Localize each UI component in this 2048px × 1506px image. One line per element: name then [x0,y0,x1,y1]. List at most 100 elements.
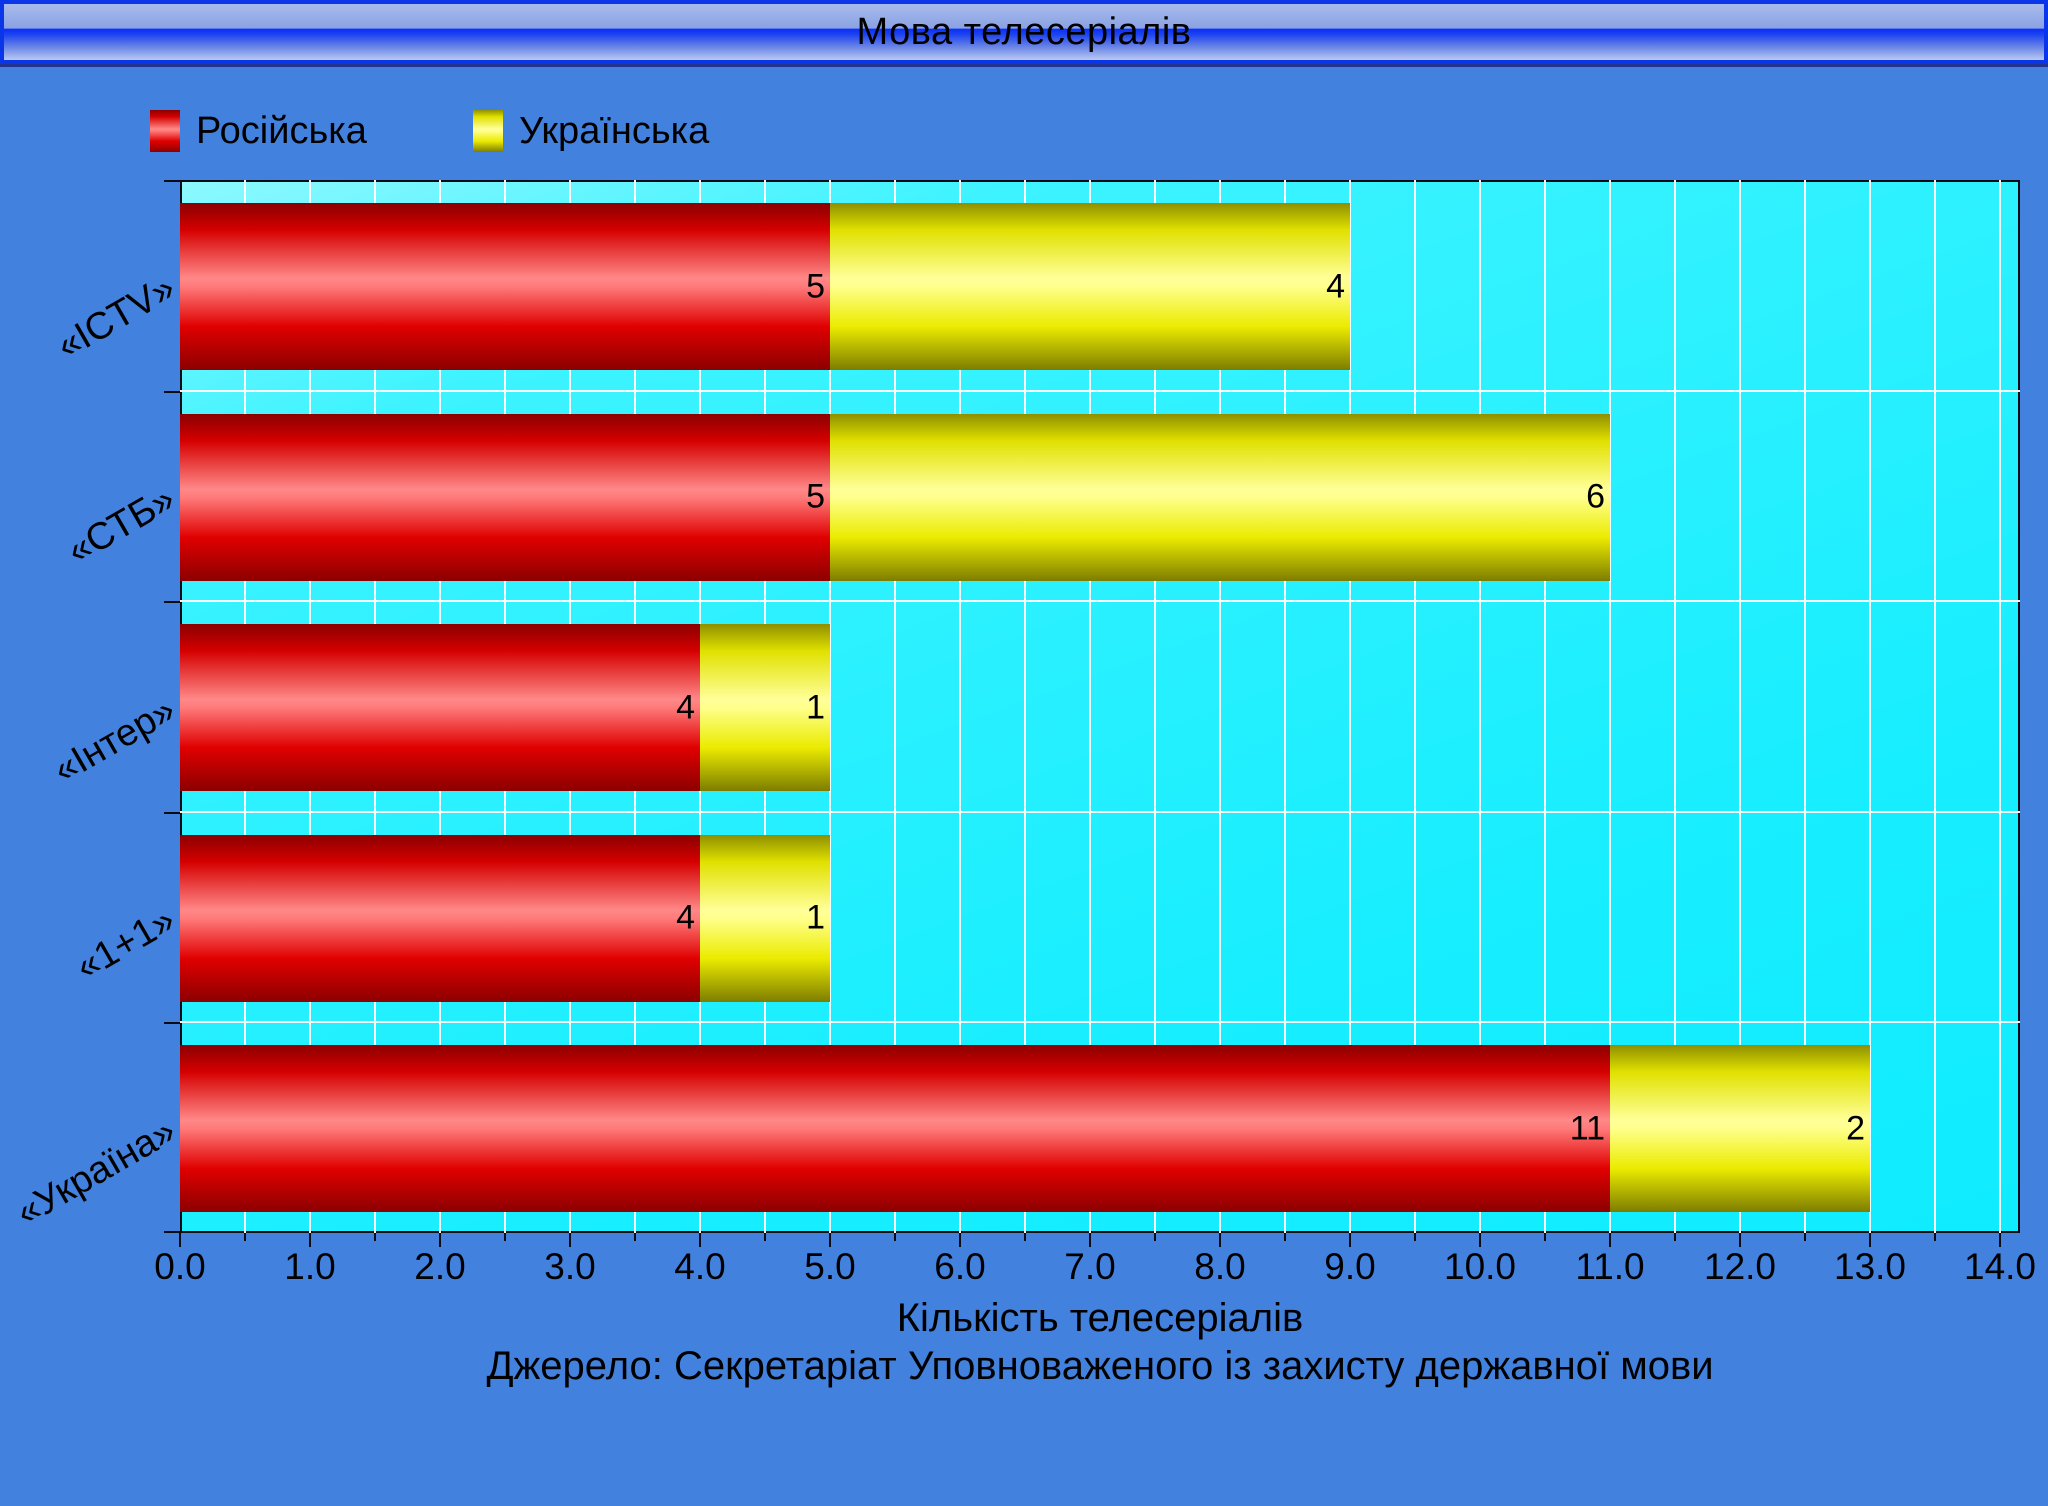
gridline-horizontal [180,810,2020,813]
y-axis-tick [164,180,180,182]
legend-item: Українська [473,108,709,154]
x-tick-label: 4.0 [674,1246,726,1287]
gridline-vertical [1804,180,1806,1233]
x-tick-label: 7.0 [1064,1246,1116,1287]
x-tick-label: 3.0 [544,1246,596,1287]
gridline-vertical [1349,180,1351,1233]
x-tick-label: 10.0 [1443,1246,1517,1287]
bar-segment-ukrainian: 4 [830,203,1350,370]
x-axis-major-tick [1999,1233,2001,1247]
x-axis-minor-tick [1544,1233,1546,1241]
x-tick-label: 8.0 [1194,1246,1246,1287]
x-axis-major-tick [1089,1233,1091,1247]
x-axis-major-tick [699,1233,701,1247]
gridline-vertical [1739,180,1741,1233]
x-tick-label: 9.0 [1324,1246,1376,1287]
x-tick-label: 5.0 [804,1246,856,1287]
x-axis-minor-tick [1284,1233,1286,1241]
bar-value-label: 4 [676,898,695,937]
x-axis-major-tick [1739,1233,1741,1247]
bar-segment-ukrainian: 1 [700,624,830,792]
gridline-vertical [1999,180,2001,1233]
bar-value-label: 11 [1569,1109,1605,1148]
x-tick-label: 14.0 [1963,1246,2037,1287]
chart-title: Мова телесеріалів [856,10,1192,53]
category-label: «1+1» [69,898,183,989]
x-axis-minor-tick [894,1233,896,1241]
gridline-horizontal [180,600,2020,603]
gridline-vertical [1674,180,1676,1233]
bar-value-label: 4 [1326,267,1345,305]
y-axis-tick [164,811,180,814]
x-axis-minor-tick [764,1233,766,1241]
x-axis-title: Кількість телесеріалів [896,1296,1304,1340]
x-axis-major-tick [309,1233,311,1247]
x-axis-major-tick [439,1233,441,1247]
gridline-vertical [1284,180,1286,1233]
y-axis-tick [164,1022,180,1025]
legend-label: Українська [519,109,710,152]
category-label: «СТБ» [60,477,183,573]
gridline-vertical [1609,180,1611,1233]
legend-swatch-ukrainian [473,110,503,152]
x-axis-major-tick [829,1233,831,1247]
gridline-vertical [1479,180,1481,1233]
gridline-horizontal [180,1021,2020,1024]
gridline-vertical [1869,180,1871,1233]
bar-segment-russian: 11 [180,1045,1610,1213]
bar-segment-russian: 5 [180,203,830,370]
x-axis-major-tick [959,1233,961,1247]
category-label: «Україна» [8,1109,183,1235]
x-axis-major-tick [179,1233,181,1247]
gridline-vertical [1024,180,1026,1233]
bar-segment-ukrainian: 6 [830,413,1610,581]
x-axis-major-tick [1609,1233,1611,1247]
x-tick-label: 11.0 [1575,1246,1645,1287]
bar-segment-russian: 4 [180,834,700,1002]
legend-swatch-russian [150,110,180,152]
gridline-vertical [1219,180,1221,1233]
title-bar: Мова телесеріалів [0,0,2048,64]
x-axis-major-tick [1869,1233,1871,1247]
bar-value-label: 1 [806,688,825,727]
x-axis-minor-tick [1804,1233,1806,1241]
x-tick-label: 0.0 [154,1246,206,1287]
source-note: Джерело: Секретаріат Уповноваженого із з… [486,1344,1714,1388]
x-axis-minor-tick [1024,1233,1026,1241]
gridline-vertical [1934,180,1936,1233]
plot-layer: 5 4 5 6 4 1 4 1 11 2 [164,180,2020,1247]
x-axis-major-tick [1479,1233,1481,1247]
bar-value-label: 6 [1586,477,1605,516]
x-axis-minor-tick [1934,1233,1936,1241]
gridline-vertical [1414,180,1416,1233]
x-axis-minor-tick [244,1233,246,1241]
bar-value-label: 4 [676,688,695,727]
x-axis-minor-tick [634,1233,636,1241]
x-tick-label: 12.0 [1703,1246,1777,1287]
x-tick-label: 1.0 [284,1246,336,1287]
bar-segment-russian: 5 [180,413,830,581]
bar-value-label: 2 [1846,1109,1865,1148]
bar-value-label: 5 [806,477,825,516]
gridline-vertical [1544,180,1546,1233]
x-tick-label: 13.0 [1833,1246,1907,1287]
gridline-vertical [894,180,896,1233]
x-tick-label: 6.0 [934,1246,986,1287]
x-axis-minor-tick [1414,1233,1416,1241]
x-axis-minor-tick [374,1233,376,1241]
gridline-vertical [1154,180,1156,1233]
bar-segment-ukrainian: 2 [1610,1045,1870,1213]
bar-value-label: 1 [806,898,825,937]
x-axis-major-tick [1349,1233,1351,1247]
bar-segment-ukrainian: 1 [700,834,830,1002]
category-label: «Інтер» [46,688,183,792]
category-label: «ICTV» [49,267,183,368]
bar-segment-russian: 4 [180,624,700,792]
gridline-vertical [959,180,961,1233]
x-axis-major-tick [1219,1233,1221,1247]
legend-item: Російська [150,108,367,154]
legend-label: Російська [196,109,367,152]
gridline-vertical [829,180,831,1233]
x-axis-minor-tick [504,1233,506,1241]
